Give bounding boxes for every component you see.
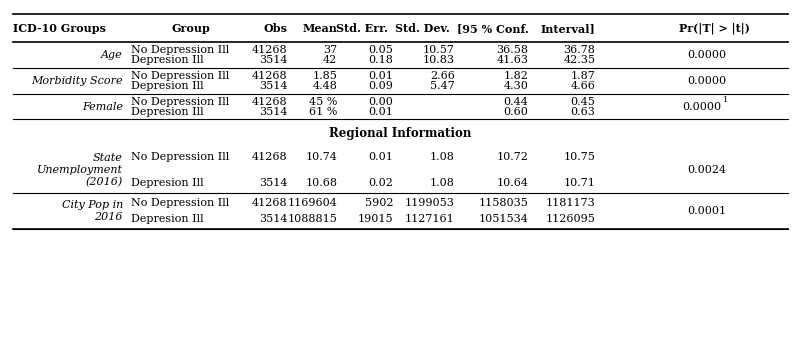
Text: 1181173: 1181173 — [545, 198, 595, 208]
Text: [95 % Conf.: [95 % Conf. — [457, 23, 529, 34]
Text: No Depression Ill: No Depression Ill — [131, 71, 229, 81]
Text: 0.01: 0.01 — [368, 152, 393, 162]
Text: City Pop in: City Pop in — [62, 200, 123, 210]
Text: 41268: 41268 — [252, 45, 288, 55]
Text: 45 %: 45 % — [309, 97, 337, 107]
Text: Group: Group — [171, 23, 210, 34]
Text: Regional Information: Regional Information — [329, 127, 471, 140]
Text: 0.00: 0.00 — [368, 97, 393, 107]
Text: State: State — [93, 153, 123, 163]
Text: 4.48: 4.48 — [312, 81, 337, 91]
Text: 2.66: 2.66 — [430, 71, 455, 81]
Text: 10.71: 10.71 — [563, 178, 595, 188]
Text: 3514: 3514 — [259, 55, 288, 65]
Text: 0.63: 0.63 — [570, 107, 595, 116]
Text: 0.44: 0.44 — [504, 97, 529, 107]
Text: Pr(|T| > |t|): Pr(|T| > |t|) — [679, 23, 750, 34]
Text: 36.78: 36.78 — [563, 45, 595, 55]
Text: No Depression Ill: No Depression Ill — [131, 45, 229, 55]
Text: 1.85: 1.85 — [312, 71, 337, 81]
Text: 0.0024: 0.0024 — [687, 165, 727, 175]
Text: 0.0001: 0.0001 — [687, 206, 727, 216]
Text: Age: Age — [101, 50, 123, 60]
Text: 1: 1 — [723, 96, 728, 104]
Text: Depresion Ill: Depresion Ill — [131, 214, 203, 224]
Text: Interval]: Interval] — [541, 23, 595, 34]
Text: Female: Female — [82, 102, 123, 112]
Text: 1.08: 1.08 — [430, 178, 455, 188]
Text: 41268: 41268 — [252, 97, 288, 107]
Text: 10.68: 10.68 — [305, 178, 337, 188]
Text: Std. Dev.: Std. Dev. — [395, 23, 450, 34]
Text: No Depression Ill: No Depression Ill — [131, 97, 229, 107]
Text: Obs: Obs — [264, 23, 288, 34]
Text: 41.63: 41.63 — [497, 55, 529, 65]
Text: 1.87: 1.87 — [570, 71, 595, 81]
Text: No Depression Ill: No Depression Ill — [131, 198, 229, 208]
Text: 61 %: 61 % — [309, 107, 337, 116]
Text: Depresion Ill: Depresion Ill — [131, 81, 203, 91]
Text: 0.09: 0.09 — [368, 81, 393, 91]
Text: 1169604: 1169604 — [288, 198, 337, 208]
Text: ICD-10 Groups: ICD-10 Groups — [14, 23, 107, 34]
Text: 0.01: 0.01 — [368, 71, 393, 81]
Text: 3514: 3514 — [259, 214, 288, 224]
Text: 0.0000: 0.0000 — [687, 50, 727, 60]
Text: Depresion Ill: Depresion Ill — [131, 107, 203, 116]
Text: 36.58: 36.58 — [497, 45, 529, 55]
Text: 5.47: 5.47 — [430, 81, 455, 91]
Text: Mean: Mean — [302, 23, 337, 34]
Text: 42: 42 — [323, 55, 337, 65]
Text: Morbidity Score: Morbidity Score — [31, 76, 123, 86]
Text: 3514: 3514 — [259, 178, 288, 188]
Text: 1199053: 1199053 — [405, 198, 455, 208]
Text: 1.08: 1.08 — [430, 152, 455, 162]
Text: 4.30: 4.30 — [504, 81, 529, 91]
Text: No Depression Ill: No Depression Ill — [131, 152, 229, 162]
Text: 0.02: 0.02 — [368, 178, 393, 188]
Text: 10.72: 10.72 — [497, 152, 529, 162]
Text: 1126095: 1126095 — [545, 214, 595, 224]
Text: 3514: 3514 — [259, 81, 288, 91]
Text: 1.82: 1.82 — [504, 71, 529, 81]
Text: 10.74: 10.74 — [305, 152, 337, 162]
Text: 0.05: 0.05 — [368, 45, 393, 55]
Text: 0.18: 0.18 — [368, 55, 393, 65]
Text: 10.83: 10.83 — [423, 55, 455, 65]
Text: 41268: 41268 — [252, 71, 288, 81]
Text: (2016): (2016) — [86, 177, 123, 187]
Text: 10.64: 10.64 — [497, 178, 529, 188]
Text: 0.0000: 0.0000 — [687, 76, 727, 86]
Text: Depresion Ill: Depresion Ill — [131, 178, 203, 188]
Text: 0.0000: 0.0000 — [682, 102, 722, 112]
Text: 1088815: 1088815 — [288, 214, 337, 224]
Text: 10.57: 10.57 — [423, 45, 455, 55]
Text: 10.75: 10.75 — [563, 152, 595, 162]
Text: 42.35: 42.35 — [563, 55, 595, 65]
Text: Unemployment: Unemployment — [37, 165, 123, 175]
Text: Depresion Ill: Depresion Ill — [131, 55, 203, 65]
Text: 19015: 19015 — [357, 214, 393, 224]
Text: 1051534: 1051534 — [479, 214, 529, 224]
Text: 41268: 41268 — [252, 152, 288, 162]
Text: 0.60: 0.60 — [504, 107, 529, 116]
Text: 1158035: 1158035 — [479, 198, 529, 208]
Text: 2016: 2016 — [95, 212, 123, 222]
Text: 37: 37 — [323, 45, 337, 55]
Text: 41268: 41268 — [252, 198, 288, 208]
Text: 4.66: 4.66 — [570, 81, 595, 91]
Text: 0.01: 0.01 — [368, 107, 393, 116]
Text: 0.45: 0.45 — [570, 97, 595, 107]
Text: 3514: 3514 — [259, 107, 288, 116]
Text: 1127161: 1127161 — [405, 214, 455, 224]
Text: Std. Err.: Std. Err. — [336, 23, 388, 34]
Text: 5902: 5902 — [364, 198, 393, 208]
